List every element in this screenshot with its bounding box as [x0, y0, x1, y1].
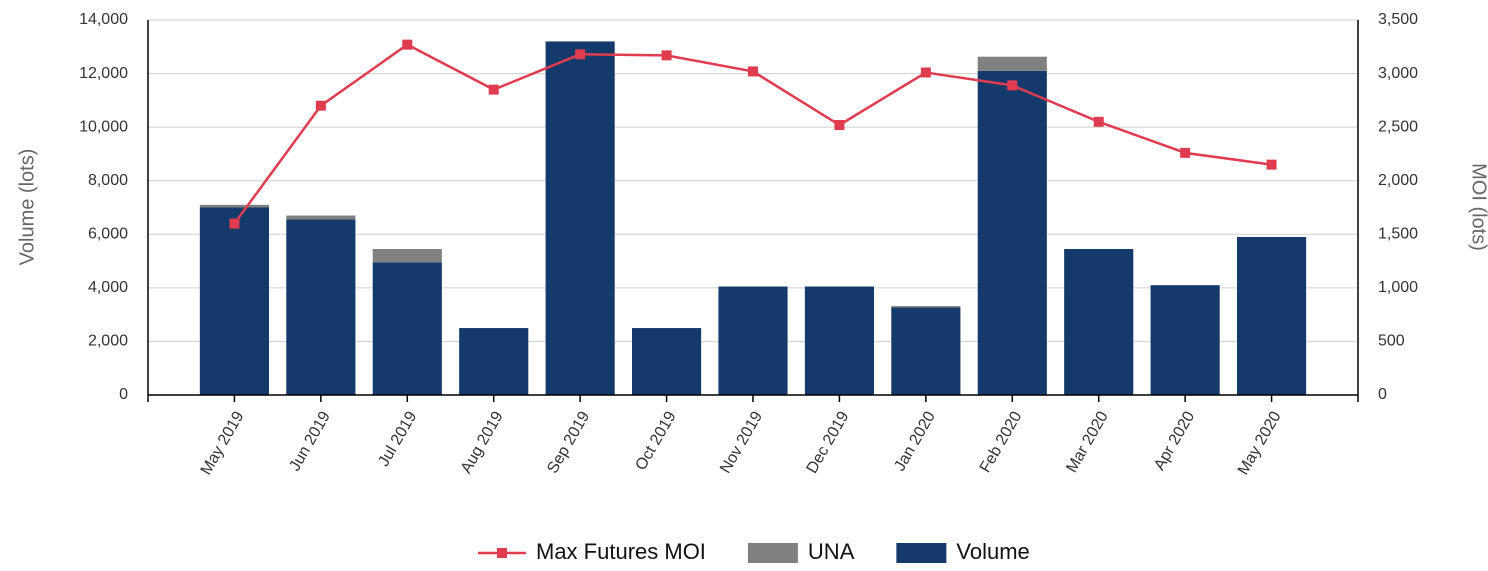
line-marker — [229, 218, 240, 229]
bar — [459, 328, 529, 395]
bar — [804, 286, 874, 395]
line-marker — [1180, 147, 1191, 158]
x-tick-label: Feb 2020 — [977, 409, 1026, 476]
y2-tick-label: 1,500 — [1378, 226, 1418, 243]
bar — [199, 207, 269, 395]
y2-tick-label: 3,500 — [1378, 11, 1418, 28]
bar — [372, 262, 442, 395]
y-tick-label: 4,000 — [88, 279, 128, 296]
y2-axis-title: MOI (lots) — [1468, 163, 1488, 251]
line-marker — [402, 39, 413, 50]
x-tick-label: Jun 2019 — [286, 409, 334, 475]
x-tick-label: May 2020 — [1235, 409, 1285, 478]
y-tick-label: 0 — [119, 386, 128, 403]
y-tick-label: 6,000 — [88, 226, 128, 243]
x-tick-label: Nov 2019 — [717, 409, 766, 477]
line-marker — [748, 66, 758, 77]
line-marker — [1093, 116, 1104, 127]
legend-swatch — [896, 543, 947, 563]
x-tick-label: Oct 2019 — [632, 409, 679, 474]
bar — [1064, 249, 1134, 395]
line-marker — [315, 100, 326, 111]
bar — [372, 249, 442, 263]
legend-label: UNA — [808, 539, 855, 564]
line-marker — [1007, 80, 1018, 91]
bar — [286, 219, 356, 395]
line-marker — [661, 50, 672, 61]
bar — [891, 307, 961, 395]
line-marker — [488, 84, 499, 95]
y2-tick-label: 0 — [1378, 386, 1387, 403]
y-axis-title: Volume (lots) — [16, 149, 38, 266]
x-tick-label: Aug 2019 — [458, 409, 507, 477]
x-tick-label: Apr 2020 — [1151, 409, 1198, 474]
legend-marker — [497, 548, 507, 558]
line-marker — [920, 67, 931, 78]
bar — [199, 204, 269, 208]
y2-tick-label: 2,000 — [1378, 172, 1418, 189]
y-tick-label: 10,000 — [79, 118, 128, 135]
y2-tick-label: 500 — [1378, 333, 1405, 350]
line-marker — [834, 120, 845, 130]
y2-tick-label: 3,000 — [1378, 65, 1418, 82]
line-marker — [575, 49, 586, 60]
x-tick-label: May 2019 — [198, 409, 248, 478]
x-tick-label: Mar 2020 — [1063, 409, 1112, 476]
legend-label: Max Futures MOI — [536, 539, 706, 564]
y-tick-label: 2,000 — [88, 333, 128, 350]
line-marker — [1266, 159, 1277, 170]
bar — [545, 41, 615, 396]
bar — [718, 286, 788, 395]
bar — [891, 306, 961, 308]
bar — [1237, 236, 1307, 395]
bar — [632, 328, 702, 395]
y-tick-label: 12,000 — [79, 65, 128, 82]
legend-swatch — [747, 543, 798, 563]
bar — [977, 56, 1047, 71]
x-tick-label: Dec 2019 — [804, 409, 853, 477]
bar — [977, 70, 1047, 396]
y2-tick-label: 1,000 — [1378, 279, 1418, 296]
x-tick-label: Sep 2019 — [544, 409, 593, 477]
y-tick-label: 14,000 — [79, 11, 128, 28]
y2-tick-label: 2,500 — [1378, 118, 1418, 135]
x-tick-label: Jul 2019 — [375, 409, 420, 470]
legend-label: Volume — [956, 539, 1029, 564]
bar — [1150, 285, 1220, 395]
x-tick-label: Jan 2020 — [891, 409, 939, 475]
y-tick-label: 8,000 — [88, 172, 128, 189]
bar — [286, 215, 356, 220]
